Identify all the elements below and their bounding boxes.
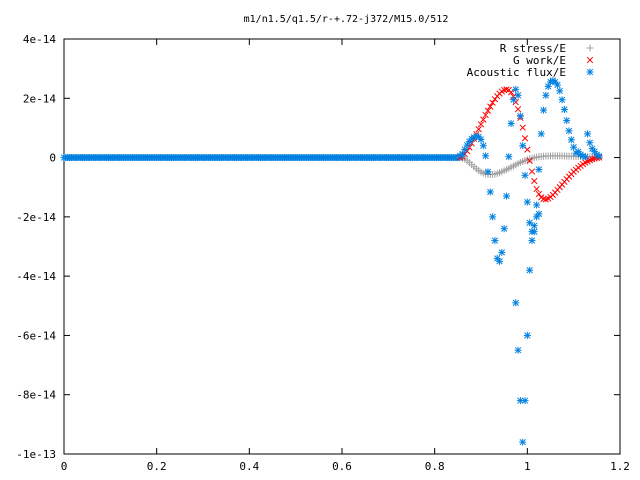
x-tick-label: 0.4: [239, 460, 259, 473]
legend-marker: [586, 68, 594, 76]
data-point-cross: [528, 168, 536, 175]
data-point-cross: [501, 86, 508, 94]
legend-marker: [586, 44, 594, 52]
data-point-star: [514, 91, 522, 99]
data-point-star: [586, 139, 594, 147]
data-point-star: [581, 153, 589, 161]
series-2: [456, 77, 603, 446]
data-point-star: [584, 130, 592, 138]
legend-label: R stress/E: [500, 42, 566, 55]
series-layer: [60, 77, 603, 446]
data-point-star: [558, 96, 566, 104]
data-point-star: [514, 346, 522, 354]
data-point-star: [553, 81, 561, 89]
x-tick-label: 1.2: [610, 460, 630, 473]
data-point-cross: [533, 185, 540, 193]
data-point-star: [530, 228, 538, 236]
data-point-star: [519, 142, 527, 150]
data-point-star: [496, 257, 504, 265]
data-point-star: [519, 438, 527, 446]
data-point-star: [482, 152, 490, 160]
data-point-star: [512, 299, 520, 307]
data-point-star: [491, 237, 499, 245]
data-point-cross: [519, 124, 526, 131]
data-point-star: [512, 85, 520, 93]
data-point-star: [530, 222, 538, 230]
acoustic-flux-zero-run: [60, 154, 463, 162]
data-point-cross: [524, 146, 531, 153]
data-point-star: [565, 127, 573, 135]
data-point-star: [556, 87, 564, 95]
x-axis: 0 0.2 0.4 0.6 0.8 1 1.2: [61, 39, 630, 473]
data-point-star: [498, 248, 506, 256]
data-point-star: [477, 135, 485, 143]
y-axis: 4e-14 2e-14 0 -2e-14 -4e-14 -6e-14 -8e-14 -1e-1…: [16, 33, 620, 461]
x-tick-label: 0: [61, 460, 68, 473]
y-tick-label: -6e-14: [16, 329, 56, 342]
data-point-cross: [489, 99, 496, 106]
x-tick-label: 0.6: [332, 460, 352, 473]
data-point-cross: [514, 106, 522, 113]
y-tick-label: 0: [49, 152, 56, 165]
data-point-cross: [482, 111, 489, 119]
data-point-cross: [521, 135, 529, 142]
data-point-star: [535, 165, 543, 173]
data-point-cross: [487, 103, 494, 110]
data-point-cross: [475, 126, 482, 133]
data-point-star: [521, 397, 529, 405]
data-point-star: [535, 210, 543, 218]
data-point-star: [523, 198, 531, 206]
data-point-star: [505, 153, 513, 161]
legend-marker: [586, 56, 594, 64]
data-point-star: [526, 219, 534, 227]
y-tick-label: 2e-14: [23, 92, 56, 105]
y-tick-label: -1e-13: [16, 448, 56, 461]
data-point-star: [540, 106, 548, 114]
data-point-cross: [484, 107, 492, 114]
data-point-star: [484, 168, 492, 176]
legend-label: Acoustic flux/E: [467, 66, 566, 79]
x-tick-label: 0.8: [425, 460, 445, 473]
series-1: [456, 86, 603, 203]
data-point-cross: [477, 121, 485, 128]
chart-title: m1/n1.5/q1.5/r-+.72-j372/M15.0/512: [244, 14, 449, 25]
y-tick-label: 4e-14: [23, 33, 56, 46]
data-point-star: [486, 188, 494, 196]
data-point-star: [560, 106, 568, 114]
data-point-cross: [480, 116, 487, 123]
data-point-star: [489, 213, 497, 221]
data-point-star: [523, 331, 531, 339]
data-point-star: [521, 171, 529, 179]
data-point-star: [595, 152, 603, 160]
data-point-star: [533, 201, 541, 209]
data-point-star: [502, 192, 510, 200]
data-point-cross: [535, 190, 543, 198]
y-tick-label: -2e-14: [16, 211, 56, 224]
data-point-star: [516, 112, 524, 120]
data-point-star: [563, 117, 571, 125]
y-tick-label: -8e-14: [16, 389, 56, 402]
x-tick-label: 0.2: [147, 460, 167, 473]
data-point-star: [567, 136, 575, 144]
data-point-star: [479, 142, 487, 150]
legend-label: G work/E: [513, 54, 566, 67]
data-point-cross: [531, 177, 538, 185]
data-point-cross: [507, 89, 515, 96]
data-point-cross: [503, 86, 510, 93]
series-0: [456, 152, 603, 179]
data-point-star: [500, 225, 508, 233]
data-point-star: [507, 119, 515, 127]
data-point-cross: [491, 96, 499, 103]
data-point-star: [537, 130, 545, 138]
data-point-star: [542, 91, 550, 99]
x-tick-label: 1: [524, 460, 531, 473]
data-point-cross: [526, 157, 533, 164]
data-point-star: [526, 266, 534, 274]
data-point-star: [528, 237, 536, 245]
y-tick-label: -4e-14: [16, 270, 56, 283]
